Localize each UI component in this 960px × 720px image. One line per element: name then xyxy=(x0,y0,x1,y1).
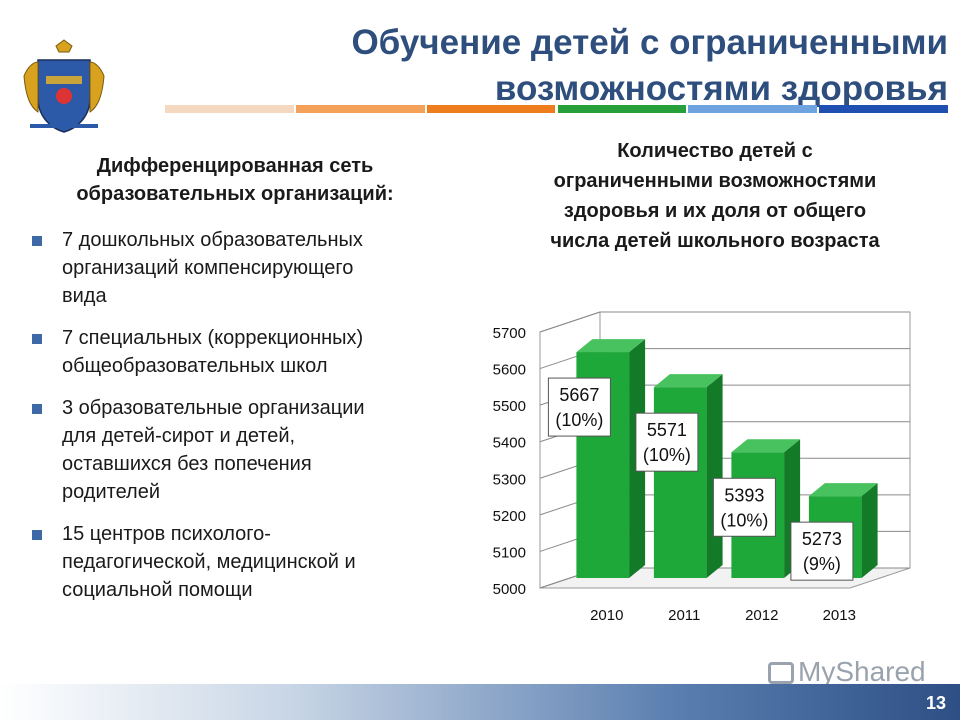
list-item: 7 специальных (коррекционных) общеобразов… xyxy=(30,324,440,380)
data-label-box xyxy=(712,477,776,537)
data-label-box xyxy=(635,412,699,472)
stripe-segment xyxy=(165,105,294,113)
page-title-line-1: Обучение детей с ограниченными xyxy=(351,23,948,62)
list-item-line: для детей-сирот и детей, xyxy=(62,425,296,447)
left-panel-heading-line-2: образовательных организаций: xyxy=(76,183,394,205)
bar-top xyxy=(731,439,801,453)
data-label-value: 5667 xyxy=(559,385,599,405)
chart-title-line: ограниченными возможностями xyxy=(553,170,877,192)
list-item-line: социальной помощи xyxy=(62,579,253,601)
chart-title-line: числа детей школьного возраста xyxy=(550,230,880,252)
data-label-share: (9%) xyxy=(803,554,841,574)
data-label-share: (10%) xyxy=(643,445,691,465)
stripe-segment xyxy=(819,105,948,113)
list-item-line: организаций компенсирующего xyxy=(62,257,354,279)
list-item-line: 15 центров психолого- xyxy=(62,523,271,545)
y-tick-label: 5400 xyxy=(493,435,526,452)
y-tick-label: 5200 xyxy=(493,508,526,525)
list-item: 3 образовательные организации для детей-с… xyxy=(30,394,440,506)
page-title-line-2: возможностями здоровья xyxy=(494,69,948,108)
bullet-square-icon xyxy=(32,334,42,344)
page-title: Обучение детей с ограниченными возможнос… xyxy=(351,20,948,112)
watermark-text: MyShared xyxy=(798,656,926,687)
list-item: 7 дошкольных образовательных организаций … xyxy=(30,226,440,310)
watermark: MyShared xyxy=(768,656,926,688)
watermark-logo-icon xyxy=(768,662,794,684)
bar-top xyxy=(576,339,646,353)
y-tick-label: 5300 xyxy=(493,471,526,488)
stripe-segment xyxy=(688,105,818,113)
y-tick-label: 5100 xyxy=(493,544,526,561)
data-label-box xyxy=(790,521,854,581)
stripe-segment xyxy=(557,105,687,113)
list-item-line: 7 специальных (коррекционных) xyxy=(62,327,364,349)
stripe-segment xyxy=(295,105,425,113)
list-item-line: оставшихся без попечения xyxy=(62,453,312,475)
list-item-line: вида xyxy=(62,285,107,307)
list-item-line: 7 дошкольных образовательных xyxy=(62,229,363,251)
list-item-line: 3 образовательные организации xyxy=(62,397,365,419)
bullet-square-icon xyxy=(32,530,42,540)
list-item: 15 центров психолого-педагогической, мед… xyxy=(30,520,440,604)
data-label-value: 5571 xyxy=(647,420,687,440)
list-item-line: родителей xyxy=(62,481,161,503)
x-tick-label: 2011 xyxy=(668,607,700,624)
data-label-share: (10%) xyxy=(720,510,768,530)
list-item-line: педагогической, медицинской и xyxy=(62,551,356,573)
y-tick-label: 5000 xyxy=(493,581,526,598)
bar-side xyxy=(861,483,878,578)
coat-of-arms-icon xyxy=(20,36,108,136)
gridline xyxy=(539,311,910,333)
bar-top xyxy=(808,483,878,497)
data-label-share: (10%) xyxy=(555,410,603,430)
bullet-list: 7 дошкольных образовательных организаций … xyxy=(30,226,440,618)
data-label-value: 5273 xyxy=(802,529,842,549)
y-tick-label: 5500 xyxy=(493,398,526,415)
list-item-line: общеобразовательных школ xyxy=(62,355,328,377)
chart-title: Количество детей с ограниченными возможно… xyxy=(490,136,940,256)
bullet-square-icon xyxy=(32,236,42,246)
bullet-square-icon xyxy=(32,404,42,414)
chart-title-line: Количество детей с xyxy=(617,140,813,162)
y-tick-label: 5600 xyxy=(493,362,526,379)
left-panel-heading: Дифференцированная сеть образовательных … xyxy=(30,152,440,208)
x-tick-label: 2013 xyxy=(823,607,856,624)
bar-chart: 5000 5100 5200 5300 5400 5500 5600 5700 5667 (10%… xyxy=(493,311,911,624)
x-tick-label: 2010 xyxy=(590,607,623,624)
bar-top xyxy=(653,374,723,388)
footer-bar: 13 xyxy=(0,684,960,720)
bar-side xyxy=(706,374,723,578)
y-tick-label: 5700 xyxy=(493,325,526,342)
left-panel-heading-line-1: Дифференцированная сеть xyxy=(96,155,374,177)
chart-title-line: здоровья и их доля от общего xyxy=(563,200,867,222)
stripe-segment xyxy=(426,105,556,113)
data-label-value: 5393 xyxy=(724,485,764,505)
page-number: 13 xyxy=(925,693,946,713)
x-tick-label: 2012 xyxy=(745,607,778,624)
data-label-box xyxy=(547,377,611,437)
